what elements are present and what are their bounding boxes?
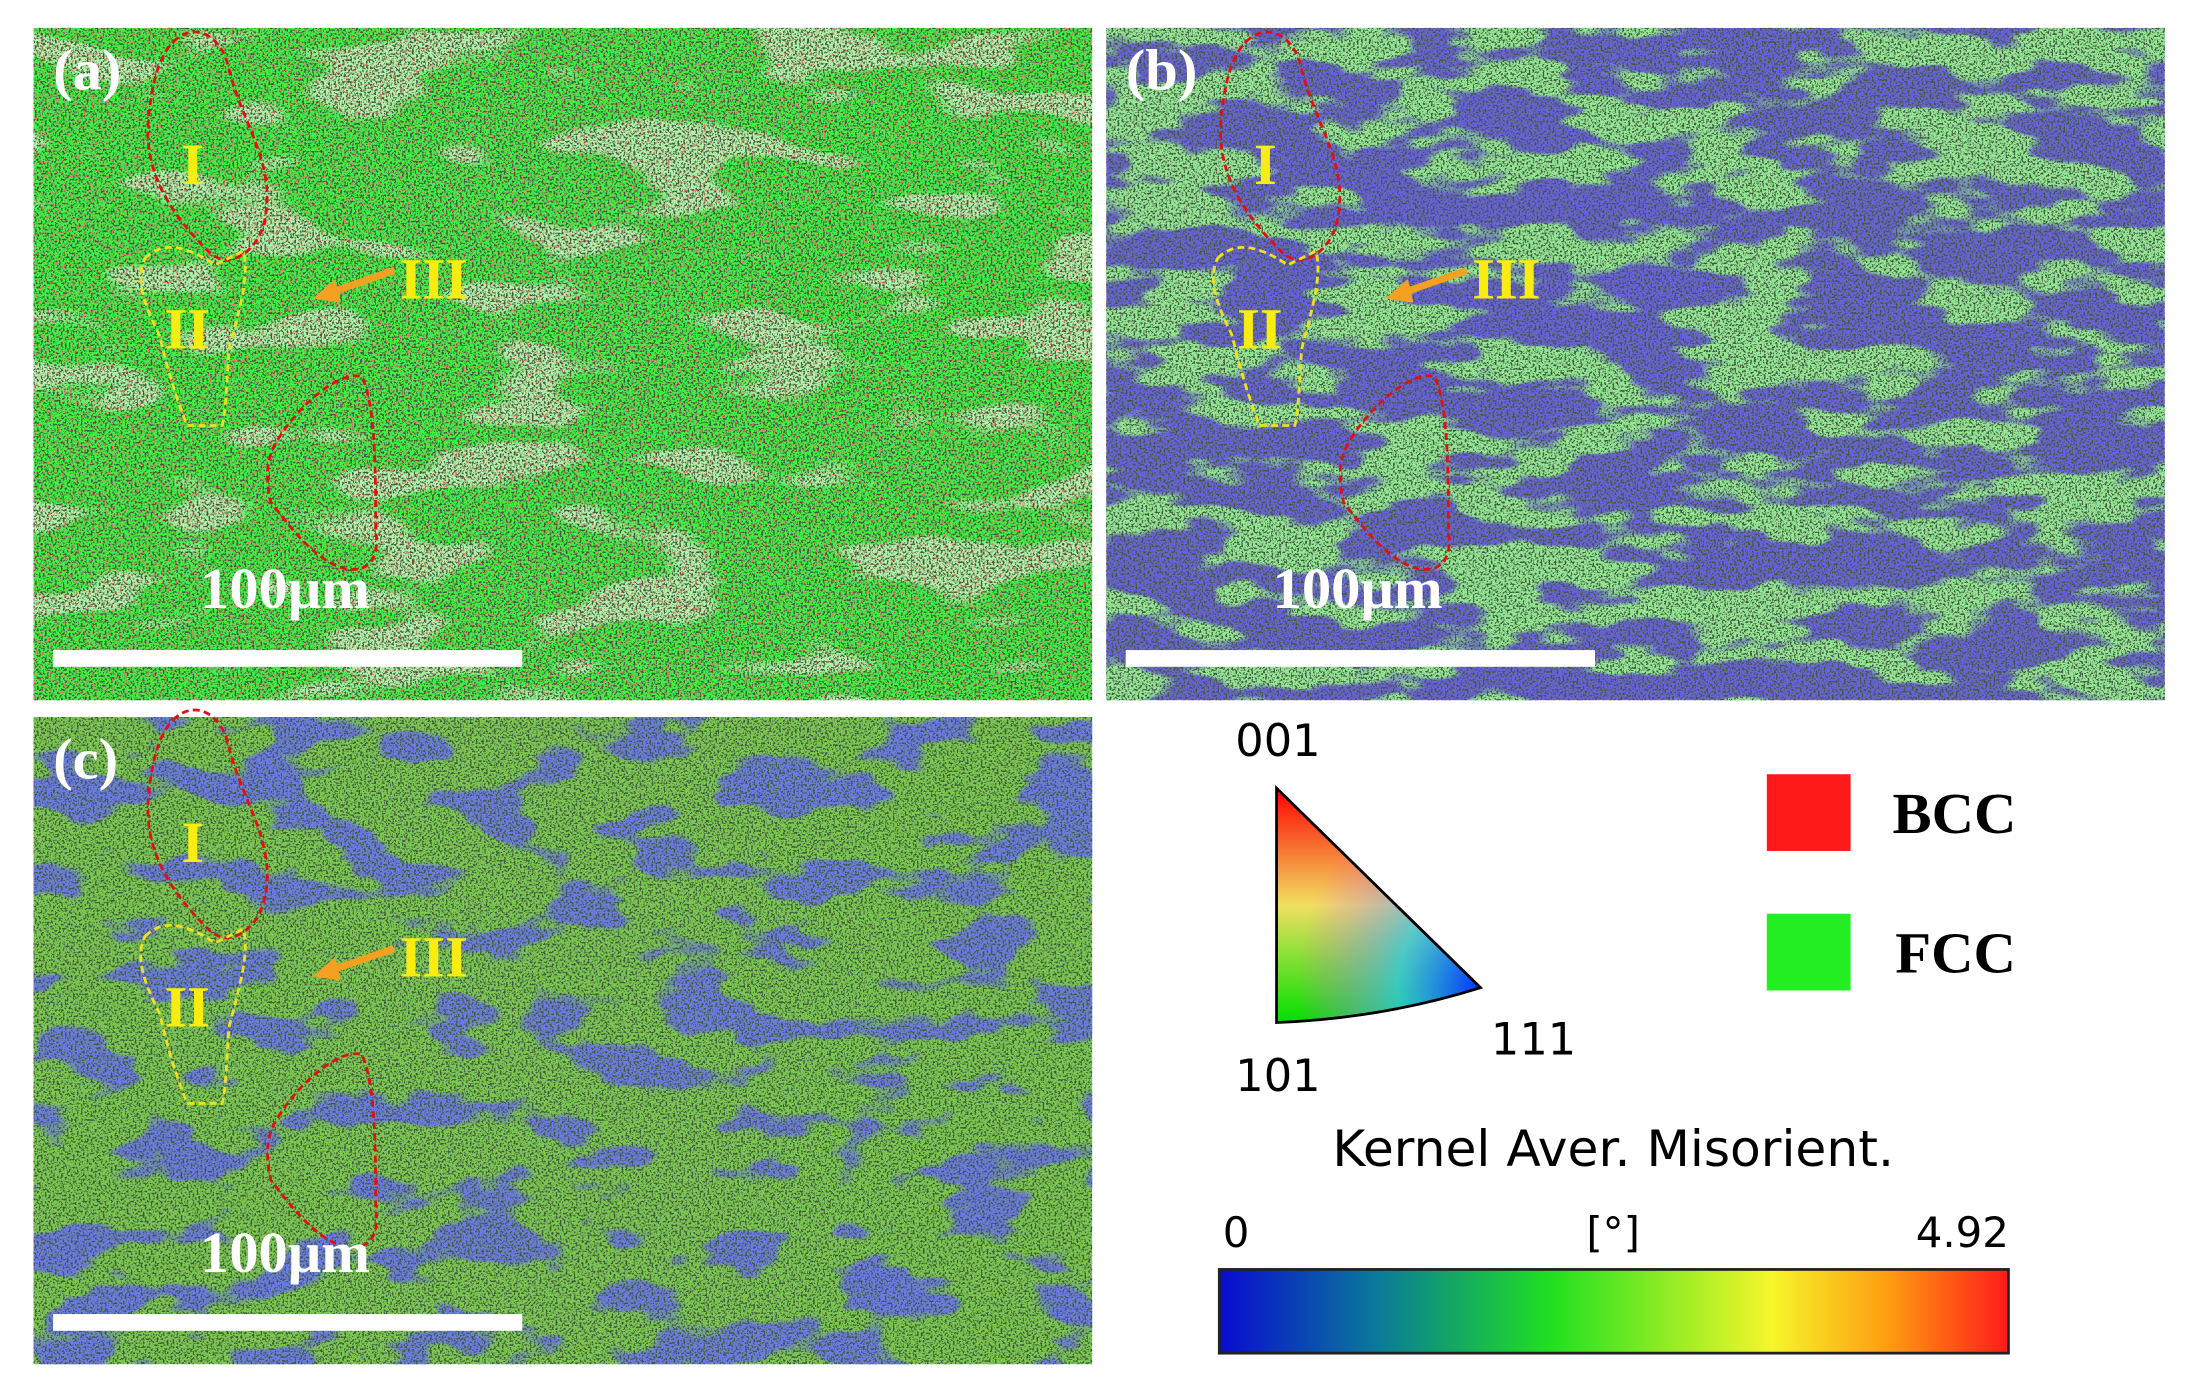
region-outlines [1211,30,1468,571]
kam-max: 4.92 [1916,1208,2009,1257]
region-label: III [1472,247,1540,312]
region-label: II [1237,297,1283,362]
region-ii-outline [139,246,247,427]
region-label: III [399,925,467,990]
region-i-outline [146,708,269,939]
arrow [1401,267,1468,297]
kam-colorbar [1217,1268,2010,1355]
panel-label: (b) [1126,37,1198,102]
phase-swatch [1766,774,1851,851]
region-outlines [139,30,396,571]
region-label: I [181,810,204,875]
region-label: II [164,297,210,362]
micrograph [33,717,1093,1365]
panel-label: (a) [53,37,121,102]
phase-label: BCC [1893,781,2017,846]
region-outline [266,374,378,571]
kam-unit: [°] [1586,1208,1640,1257]
scale-bar-label: 100μm [200,1220,370,1285]
region-label: II [164,975,210,1040]
kam-min: 0 [1223,1208,1250,1257]
scale-bar-label: 100μm [200,556,370,621]
scale-bar [53,1314,523,1331]
region-label: I [1254,132,1277,197]
region-ii-outline [1211,246,1320,427]
arrow [328,267,396,297]
ipf-corner: 001 [1235,715,1320,767]
ipf-corner: 101 [1235,1050,1320,1102]
arrow [328,945,396,975]
phase-label: FCC [1895,920,2016,985]
region-ii-outline [139,924,247,1105]
scale-bar [1125,650,1596,667]
arrow-head [312,956,341,981]
arrow-head [1385,279,1414,303]
kam-title: Kernel Aver. Misorient. [1332,1119,1894,1178]
map-speckle [33,27,1093,701]
panel-label: (c) [53,726,118,791]
map-speckle [1106,27,2165,701]
map-speckle [33,717,1093,1365]
arrow-head [312,279,341,303]
ipf-triangle-overlay [1275,784,1484,1024]
region-label: III [399,247,467,312]
scale-bar [53,650,523,667]
region-outline [1338,374,1451,571]
region-outline [266,1052,378,1249]
ipf-corner: 111 [1491,1014,1576,1066]
region-outlines [139,708,396,1249]
phase-swatch [1766,913,1851,991]
micrograph [1106,27,2165,701]
micrograph [33,27,1093,701]
region-label: I [181,132,204,197]
region-i-outline [1219,30,1342,261]
scale-bar-label: 100μm [1273,556,1443,621]
region-i-outline [146,30,269,261]
legend: 001 101 111 BCC FCC Kernel Aver. Misorie… [1217,715,2017,1355]
